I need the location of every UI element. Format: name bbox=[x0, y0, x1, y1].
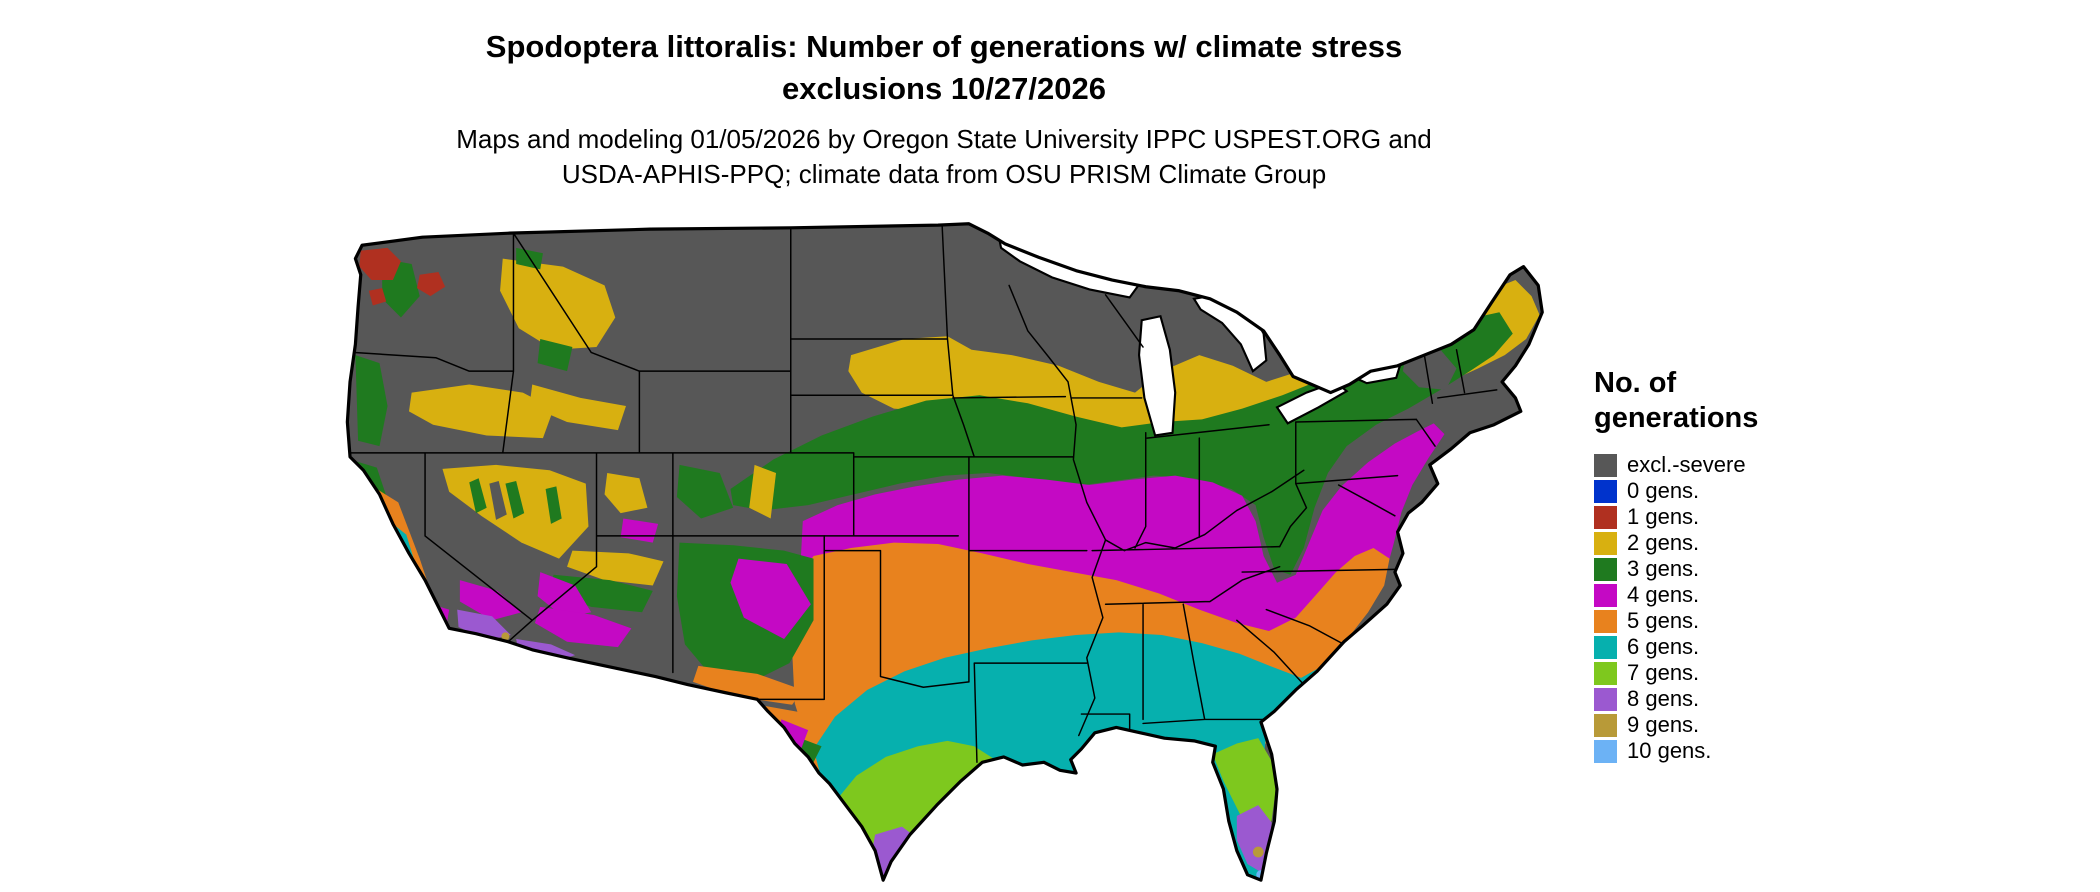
state-borders-midwest bbox=[1008, 284, 1305, 742]
map-region bbox=[489, 480, 507, 520]
legend-item: 4 gens. bbox=[1594, 582, 1894, 608]
map-region bbox=[567, 550, 664, 586]
legend-item: excl.-severe bbox=[1594, 452, 1894, 478]
map-region bbox=[501, 632, 510, 641]
legend-item: 6 gens. bbox=[1594, 634, 1894, 660]
map-region bbox=[730, 558, 811, 640]
legend-swatch bbox=[1594, 453, 1617, 477]
legend-swatch bbox=[1594, 583, 1617, 607]
state-borders-plains bbox=[756, 224, 1088, 764]
page-title: Spodoptera littoralis: Number of generat… bbox=[0, 26, 1888, 110]
legend-item: 8 gens. bbox=[1594, 686, 1894, 712]
map-region bbox=[548, 574, 653, 613]
legend-swatch bbox=[1594, 739, 1617, 763]
map-region bbox=[1236, 805, 1272, 873]
legend-items: excl.-severe 0 gens. 1 gens. 2 gens. 3 gens.… bbox=[1594, 452, 1894, 764]
map-region bbox=[604, 472, 648, 514]
legend-label: 7 gens. bbox=[1627, 660, 1700, 685]
map-region bbox=[1252, 846, 1264, 858]
map-region bbox=[730, 312, 1513, 575]
legend-item: 5 gens. bbox=[1594, 608, 1894, 634]
map-region bbox=[408, 384, 554, 439]
legend-item: 9 gens. bbox=[1594, 712, 1894, 738]
map-region bbox=[537, 572, 592, 618]
map-region bbox=[545, 486, 562, 524]
legend-title-line1: No. of bbox=[1594, 367, 1677, 399]
legend-label: 1 gens. bbox=[1627, 504, 1700, 529]
legend-swatch bbox=[1594, 479, 1617, 503]
legend-swatch bbox=[1594, 557, 1617, 581]
us-generations-map bbox=[342, 221, 1561, 891]
legend-swatch bbox=[1594, 609, 1617, 633]
legend-item: 0 gens. bbox=[1594, 478, 1894, 504]
legend-label: 9 gens. bbox=[1627, 712, 1700, 737]
legend-swatch bbox=[1594, 635, 1617, 659]
legend-item: 10 gens. bbox=[1594, 738, 1894, 764]
map-region bbox=[676, 464, 734, 519]
map-region bbox=[545, 274, 610, 323]
us-map-svg bbox=[345, 222, 1544, 882]
map-region bbox=[459, 580, 522, 621]
legend-title: No. of generations bbox=[1594, 366, 1894, 436]
map-region bbox=[359, 247, 401, 281]
legend-label: 6 gens. bbox=[1627, 634, 1700, 659]
legend-swatch bbox=[1594, 687, 1617, 711]
page-title-line2: exclusions 10/27/2026 bbox=[781, 71, 1106, 106]
map-regions-1gen bbox=[359, 247, 446, 306]
map-region bbox=[749, 464, 777, 519]
legend-label: 2 gens. bbox=[1627, 530, 1700, 555]
us-outline bbox=[345, 222, 1544, 882]
legend-label: 10 gens. bbox=[1627, 738, 1712, 763]
state-borders bbox=[347, 224, 1498, 764]
legend-swatch bbox=[1594, 505, 1617, 529]
page-title-line1: Spodoptera littoralis: Number of generat… bbox=[485, 29, 1403, 64]
map-region bbox=[537, 338, 573, 372]
map-region bbox=[505, 480, 525, 519]
legend: No. of generations excl.-severe 0 gens. 1 … bbox=[1594, 366, 1894, 764]
legend-label: 8 gens. bbox=[1627, 686, 1700, 711]
legend-item: 1 gens. bbox=[1594, 504, 1894, 530]
legend-label: 0 gens. bbox=[1627, 478, 1700, 503]
state-borders-east bbox=[1236, 348, 1498, 686]
map-region bbox=[692, 665, 803, 705]
legend-item: 7 gens. bbox=[1594, 660, 1894, 686]
map-region bbox=[534, 606, 632, 648]
legend-label: 5 gens. bbox=[1627, 608, 1700, 633]
state-borders-west bbox=[347, 227, 959, 674]
map-region bbox=[368, 288, 387, 306]
page-subtitle: Maps and modeling 01/05/2026 by Oregon S… bbox=[0, 122, 1888, 192]
legend-swatch bbox=[1594, 661, 1617, 685]
page-subtitle-line1: Maps and modeling 01/05/2026 by Oregon S… bbox=[456, 124, 1432, 154]
legend-item: 3 gens. bbox=[1594, 556, 1894, 582]
lake-michigan bbox=[1137, 314, 1177, 437]
legend-swatch bbox=[1594, 713, 1617, 737]
legend-title-line2: generations bbox=[1594, 402, 1759, 434]
legend-label: excl.-severe bbox=[1627, 452, 1746, 477]
map-region bbox=[469, 478, 487, 514]
legend-item: 2 gens. bbox=[1594, 530, 1894, 556]
legend-swatch bbox=[1594, 531, 1617, 555]
map-region bbox=[417, 272, 446, 297]
map-region bbox=[355, 355, 388, 447]
legend-label: 3 gens. bbox=[1627, 556, 1700, 581]
map-region bbox=[529, 384, 626, 431]
legend-label: 4 gens. bbox=[1627, 582, 1700, 607]
page-subtitle-line2: USDA-APHIS-PPQ; climate data from OSU PR… bbox=[561, 159, 1327, 189]
